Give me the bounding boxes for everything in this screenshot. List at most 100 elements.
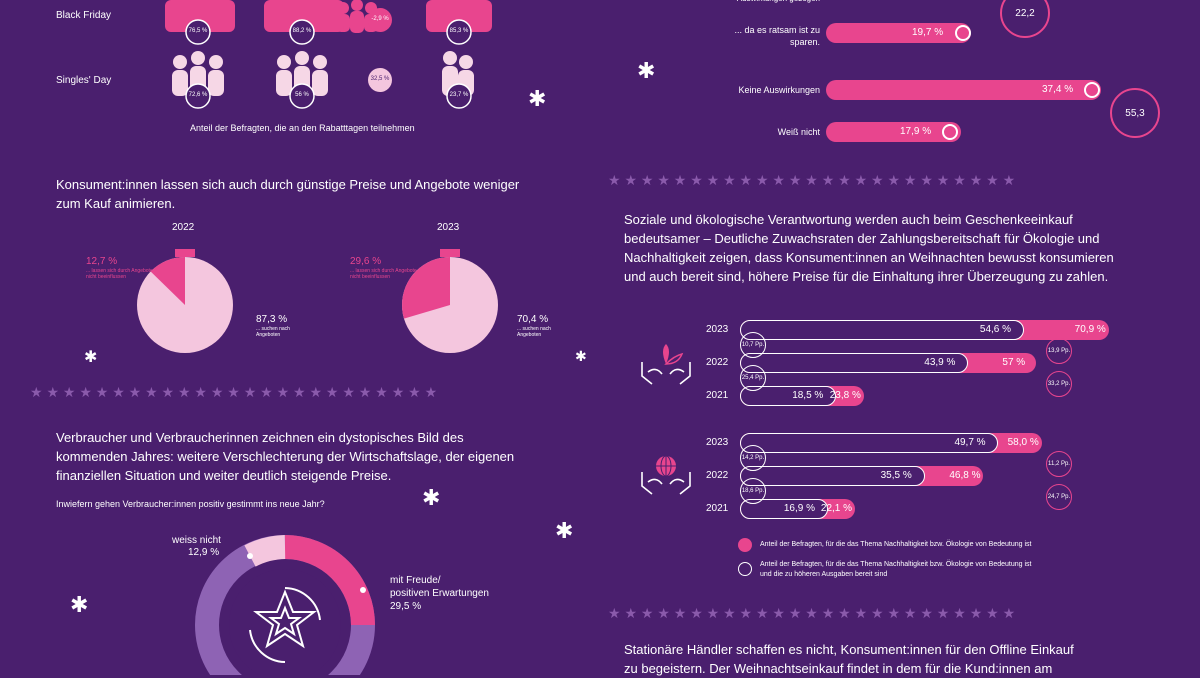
g2-year-2022: 2022 bbox=[706, 470, 729, 481]
pie-2023-big-pct: 70,4 % bbox=[517, 314, 549, 325]
savings-bar-mid bbox=[826, 80, 1101, 100]
bar-pay-label: 18,5 % bbox=[792, 390, 824, 401]
pp-change-left: 14,2 Pp. bbox=[740, 445, 766, 471]
bar-pay bbox=[740, 353, 969, 373]
star-divider: ★ ★ ★ ★ ★ ★ ★ ★ ★ ★ ★ ★ ★ ★ ★ ★ ★ ★ ★ ★ … bbox=[608, 605, 1016, 621]
bar-pay-label: 54,6 % bbox=[979, 324, 1012, 335]
bar-pay-label: 49,7 % bbox=[954, 437, 986, 448]
bar-pay bbox=[740, 320, 1024, 340]
ring-mid: 55,3 bbox=[1110, 88, 1160, 138]
savings-value-top: 19,7 % bbox=[912, 27, 944, 38]
star-divider: ★ ★ ★ ★ ★ ★ ★ ★ ★ ★ ★ ★ ★ ★ ★ ★ ★ ★ ★ ★ … bbox=[30, 384, 438, 400]
freude-label-1: mit Freude/ bbox=[390, 575, 441, 586]
euro-icon bbox=[955, 25, 971, 41]
row-bottom-label: Weiß nicht bbox=[777, 127, 820, 137]
euro-icon bbox=[942, 124, 958, 140]
bar-pay-label: 16,9 % bbox=[783, 503, 816, 514]
bar-pay-label: 35,5 % bbox=[880, 470, 912, 481]
snowflake-icon: ✱ bbox=[84, 349, 98, 366]
bar-pay-label: 43,9 % bbox=[924, 357, 956, 368]
ornament-cap bbox=[175, 249, 195, 257]
mood-donut bbox=[195, 535, 375, 675]
dystopia-question: Inwiefern gehen Verbraucher:innen positi… bbox=[56, 499, 325, 509]
plant-hands-icon bbox=[641, 344, 691, 385]
g1-year-2022: 2022 bbox=[706, 357, 729, 368]
pp-change-left: 25,4 Pp. bbox=[740, 365, 766, 391]
legend-pay-1: Anteil der Befragten, für die das Thema … bbox=[760, 561, 1032, 568]
black-friday-label: Black Friday bbox=[56, 10, 112, 21]
ornament-cap bbox=[440, 249, 460, 257]
globe-hands-icon bbox=[641, 455, 691, 495]
bf-value-3: 85,3 % bbox=[449, 28, 469, 34]
bar-important-label: 58,0 % bbox=[1007, 437, 1039, 448]
savings-value-bottom: 17,9 % bbox=[900, 126, 932, 137]
people-icons bbox=[165, 0, 492, 109]
bar-pay bbox=[740, 466, 925, 486]
g2-year-2023: 2023 bbox=[706, 437, 729, 448]
singles-day-label: Singles' Day bbox=[56, 75, 112, 86]
offers-pies bbox=[137, 249, 498, 353]
sd-change: 32,5 % bbox=[370, 76, 390, 82]
snowflake-icon: ✱ bbox=[70, 592, 89, 617]
bar-important-label: 22,1 % bbox=[820, 503, 853, 514]
bar-pay bbox=[740, 499, 828, 519]
pp-change-right: 33,2 Pp. bbox=[1046, 371, 1072, 397]
g2-year-2021: 2021 bbox=[706, 503, 729, 514]
sd-value-3: 23,7 % bbox=[449, 92, 469, 98]
bar-pay bbox=[740, 433, 999, 453]
offers-heading: Konsument:innen lassen sich auch durch g… bbox=[56, 177, 520, 211]
bf-value-1: 76,5 % bbox=[188, 28, 208, 34]
row-mid-label: Keine Auswirkungen bbox=[738, 85, 820, 95]
weiss-nicht-value: 12,9 % bbox=[188, 547, 220, 558]
pie-slice-small bbox=[150, 257, 185, 305]
freude-value: 29,5 % bbox=[390, 601, 422, 612]
legend-important: Anteil der Befragten, für die das Thema … bbox=[760, 541, 1032, 548]
pie-2023-big-text: ... suchen nach Angeboten bbox=[517, 326, 551, 338]
star-cycle-icon bbox=[249, 587, 321, 663]
pp-change-right: 13,9 Pp. bbox=[1046, 338, 1072, 364]
pie-2023-small-pct: 29,6 % bbox=[350, 256, 382, 267]
snowflake-icon: ✱ bbox=[528, 86, 547, 111]
pie-2023-year: 2023 bbox=[437, 222, 460, 233]
bf-change: -2,9 % bbox=[371, 16, 389, 22]
pp-change-left: 10,7 Pp. bbox=[740, 332, 766, 358]
snowflake-icon: ✱ bbox=[555, 518, 574, 543]
snowflake-icon: ✱ bbox=[575, 348, 587, 364]
row-top-label: ... da es ratsam ist zu sparen. bbox=[734, 25, 820, 47]
star-divider: ★ ★ ★ ★ ★ ★ ★ ★ ★ ★ ★ ★ ★ ★ ★ ★ ★ ★ ★ ★ … bbox=[608, 172, 1016, 188]
pie-2022-big-pct: 87,3 % bbox=[256, 314, 288, 325]
freude-label-2: positiven Erwartungen bbox=[390, 588, 489, 599]
sustain-heading: Soziale und ökologische Verantwortung we… bbox=[624, 212, 1114, 284]
pie-2022-small-pct: 12,7 % bbox=[86, 256, 118, 267]
g1-year-2023: 2023 bbox=[706, 324, 729, 335]
pp-change-left: 18,6 Pp. bbox=[740, 478, 766, 504]
sd-value-1: 72,6 % bbox=[188, 92, 208, 98]
legend-pay-2: und die zu höheren Ausgaben bereit sind bbox=[760, 571, 888, 578]
pp-change-right: 24,7 Pp. bbox=[1046, 484, 1072, 510]
bar-important-label: 57 % bbox=[1002, 357, 1026, 368]
bf-value-2: 88,2 % bbox=[292, 28, 312, 34]
sd-value-2: 56 % bbox=[295, 92, 309, 98]
savings-bar-top bbox=[826, 23, 971, 43]
savings-bar-bottom bbox=[826, 122, 961, 142]
bar-important-label: 46,8 % bbox=[949, 470, 981, 481]
pie-2022-small-text: ... lassen sich durch Angebote nicht bee… bbox=[86, 268, 153, 280]
pie-2023-small-text: ... lassen sich durch Angebote nicht bee… bbox=[350, 268, 417, 280]
pie-2022-big-text: ... suchen nach Angeboten bbox=[256, 326, 290, 338]
savings-value-mid: 37,4 % bbox=[1042, 84, 1074, 95]
bar-pay bbox=[740, 386, 837, 406]
snowflake-icon: ✱ bbox=[422, 485, 441, 510]
legend-swatch-important bbox=[738, 538, 752, 552]
dystopia-heading: Verbraucher und Verbraucherinnen zeichne… bbox=[56, 430, 515, 483]
retail-line-2: zu begeistern. Der Weihnachtseinkauf fin… bbox=[624, 661, 1053, 676]
retail-line-1: Stationäre Händler schaffen es nicht, Ko… bbox=[624, 642, 1074, 657]
pp-change-right: 11,2 Pp. bbox=[1046, 451, 1072, 477]
g1-year-2021: 2021 bbox=[706, 390, 729, 401]
ring-top: 22,2 bbox=[1000, 0, 1050, 38]
legend-swatch-pay bbox=[738, 562, 752, 576]
weiss-nicht-label: weiss nicht bbox=[172, 535, 221, 546]
pie-slice-small bbox=[402, 257, 450, 319]
pie-2022-year: 2022 bbox=[172, 222, 195, 233]
events-caption: Anteil der Befragten, die an den Rabattt… bbox=[190, 123, 415, 133]
snowflake-icon: ✱ bbox=[637, 58, 656, 83]
